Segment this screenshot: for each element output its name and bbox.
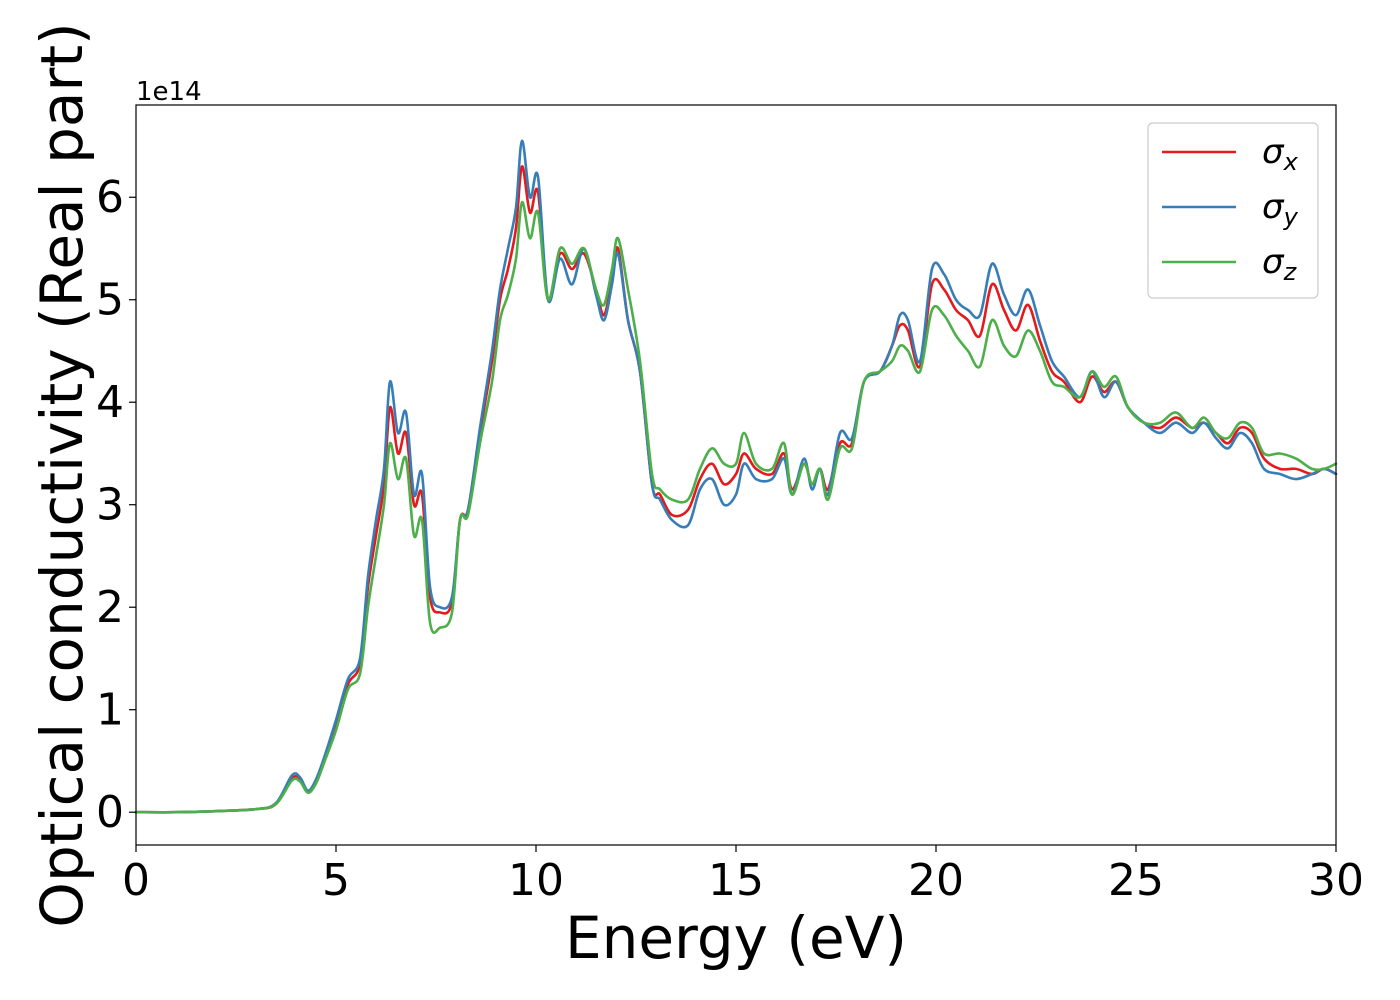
x-tick-label: 5 xyxy=(322,855,350,906)
legend-frame xyxy=(1147,122,1319,299)
y-axis-offset-text: 1e14 xyxy=(136,77,202,107)
y-tick-label: 1 xyxy=(96,685,124,736)
series-line-x xyxy=(134,165,1338,814)
y-axis-ticks: 0 1 2 3 4 5 6 xyxy=(96,172,136,838)
x-tick-label: 0 xyxy=(122,855,150,906)
x-tick-label: 20 xyxy=(908,855,964,906)
series-layer xyxy=(134,139,1338,814)
x-tick-label: 15 xyxy=(708,855,764,906)
y-tick-label: 5 xyxy=(96,275,124,326)
y-axis-label: Optical conductivity (Real part) xyxy=(28,22,96,927)
x-tick-label: 10 xyxy=(508,855,564,906)
y-tick-label: 3 xyxy=(96,480,124,531)
x-axis-ticks: 0 5 10 15 20 25 30 xyxy=(122,845,1364,906)
series-line-z xyxy=(134,201,1338,814)
series-line-y xyxy=(134,139,1338,814)
y-tick-label: 6 xyxy=(96,172,124,223)
x-axis-label: Energy (eV) xyxy=(565,904,907,972)
y-tick-label: 4 xyxy=(96,377,124,428)
y-tick-label: 2 xyxy=(96,582,124,633)
y-tick-label: 0 xyxy=(96,787,124,838)
x-tick-label: 30 xyxy=(1308,855,1364,906)
x-tick-label: 25 xyxy=(1108,855,1164,906)
